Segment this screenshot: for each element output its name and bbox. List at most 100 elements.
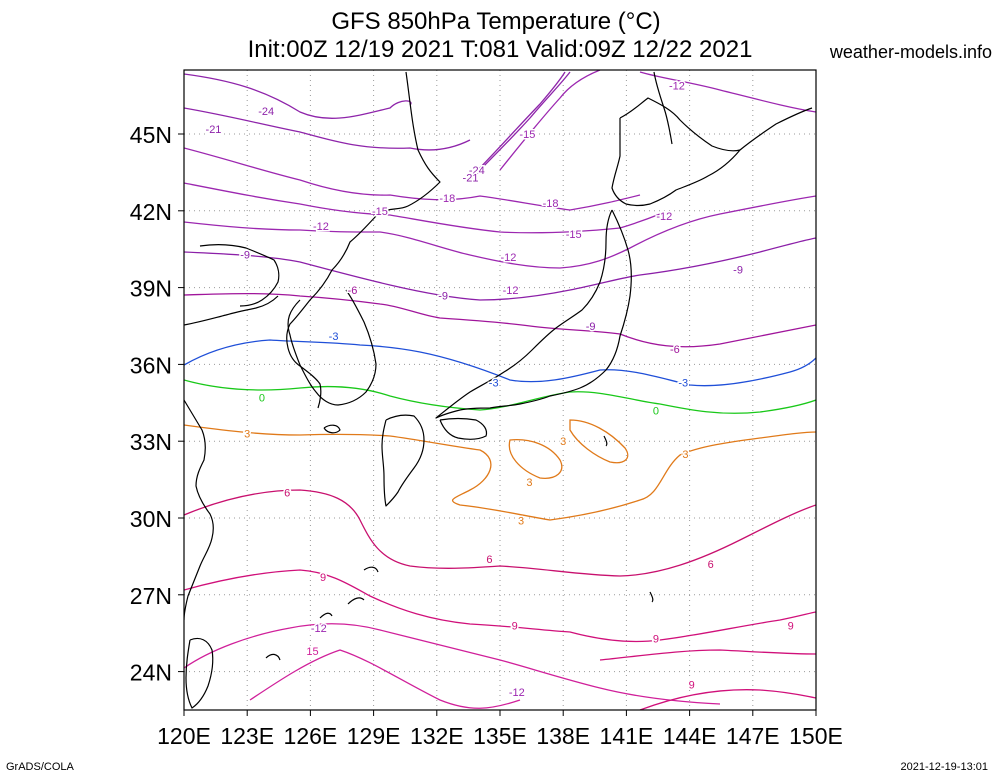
contour-plus3 <box>184 424 816 521</box>
coastlines <box>184 71 813 709</box>
footer-left: GrADS/COLA <box>6 761 74 773</box>
coast-korea-west <box>287 289 377 406</box>
contour-label: 6 <box>486 554 492 566</box>
contour-label: 3 <box>560 436 566 448</box>
coast-taiwan <box>185 637 214 709</box>
chart-title: GFS 850hPa Temperature (°C) <box>331 8 661 35</box>
contour-minus21 <box>184 107 471 151</box>
contour-label: -3 <box>489 377 499 389</box>
contour-plus12 <box>184 623 721 705</box>
y-tick-label: 36N <box>130 352 172 378</box>
coast-kurils <box>739 107 813 151</box>
footer-right: 2021-12-19-13:01 <box>900 761 988 773</box>
contour-minus9 <box>184 237 816 301</box>
chart-subtitle: Init:00Z 12/19 2021 T:081 Valid:09Z 12/2… <box>247 36 753 63</box>
y-tick-label: 24N <box>130 660 172 686</box>
contour-minus15 <box>184 182 661 234</box>
contour-minus15-north <box>499 70 601 171</box>
contour-label: -9 <box>733 265 743 277</box>
contour-minus21-north <box>469 71 571 181</box>
contour-label: -21 <box>206 124 222 136</box>
coast-shikoku <box>439 417 488 440</box>
x-tick-label: 135E <box>473 723 527 749</box>
contour-label: -3 <box>678 377 688 389</box>
x-tick-label: 132E <box>410 723 464 749</box>
contour-plus3-loop <box>508 439 563 479</box>
contour-label: -6 <box>670 344 680 356</box>
x-tick-label: 123E <box>220 723 274 749</box>
contour-plus9-se <box>599 649 816 661</box>
contour-minus18 <box>184 147 641 211</box>
contour-plus9-se2 <box>639 689 816 710</box>
contour-label: -24 <box>258 106 274 118</box>
contour-zero <box>184 379 816 414</box>
contour-minus12-north <box>639 71 816 113</box>
contour-label: -15 <box>566 229 582 241</box>
temperature-contours <box>184 70 816 710</box>
contour-label: -12 <box>509 687 525 699</box>
contour-label: -9 <box>438 290 448 302</box>
coast-ryukyu <box>265 566 379 661</box>
contour-label: 9 <box>512 621 518 633</box>
y-tick-label: 39N <box>130 276 172 302</box>
contour-label: -12 <box>503 285 519 297</box>
contour-label: -3 <box>329 331 339 343</box>
coast-gulf <box>199 244 280 307</box>
contour-label: 3 <box>526 477 532 489</box>
y-axis: 24N 27N 30N 33N 36N 39N 42N 45N <box>130 122 184 686</box>
contour-minus3 <box>184 339 816 387</box>
x-tick-label: 129E <box>347 723 401 749</box>
coast-jeju <box>323 424 341 434</box>
contour-label: -18 <box>543 198 559 210</box>
contour-label: 0 <box>653 405 659 417</box>
coast-sakhalin <box>653 71 673 145</box>
contour-label: 3 <box>244 429 250 441</box>
contour-label: -15 <box>372 206 388 218</box>
contour-minus24 <box>184 73 412 119</box>
contour-label: 9 <box>788 621 794 633</box>
x-tick-label: 147E <box>726 723 780 749</box>
y-tick-label: 42N <box>130 199 172 225</box>
contour-label: 9 <box>653 633 659 645</box>
gridlines <box>184 70 816 710</box>
contour-label: -12 <box>656 211 672 223</box>
x-tick-label: 144E <box>663 723 717 749</box>
contour-label: -12 <box>669 80 685 92</box>
contour-label: 9 <box>320 572 326 584</box>
contour-minus6 <box>184 292 816 348</box>
contour-label: -15 <box>519 129 535 141</box>
coast-china <box>184 295 279 621</box>
x-tick-label: 138E <box>536 723 590 749</box>
contour-minus24-north <box>469 71 566 179</box>
contour-label: 3 <box>682 449 688 461</box>
coast-izu <box>603 435 654 603</box>
contour-label: -21 <box>463 173 479 185</box>
coast-kyushu <box>381 414 425 507</box>
contour-plus6 <box>184 489 816 577</box>
contour-label: 9 <box>689 679 695 691</box>
contour-label: -12 <box>311 623 327 635</box>
contour-label: -9 <box>586 321 596 333</box>
contour-label: -24 <box>469 165 485 177</box>
contour-plus3-loop2 <box>569 419 629 464</box>
contour-label: 6 <box>284 487 290 499</box>
x-tick-label: 120E <box>157 723 211 749</box>
coast-hokkaido <box>611 97 741 207</box>
contour-minus12 <box>184 195 816 269</box>
contour-label: -18 <box>439 193 455 205</box>
contour-label: 6 <box>708 559 714 571</box>
contour-label: -9 <box>240 249 250 261</box>
y-tick-label: 33N <box>130 429 172 455</box>
x-tick-label: 126E <box>284 723 338 749</box>
contour-label: -12 <box>313 221 329 233</box>
contour-plus15 <box>249 649 521 709</box>
contour-label: -12 <box>500 252 516 264</box>
x-axis: 120E 123E 126E 129E 132E 135E 138E 141E 144E 147E… <box>157 710 843 749</box>
x-tick-label: 150E <box>789 723 843 749</box>
contour-label: -6 <box>348 285 358 297</box>
contour-label: 15 <box>306 646 318 658</box>
contour-labels: -24-21-12-15-24-21-18-15-18-12-12-15-9 -1… <box>204 79 795 701</box>
x-tick-label: 141E <box>600 723 654 749</box>
contour-label: 3 <box>518 516 524 528</box>
